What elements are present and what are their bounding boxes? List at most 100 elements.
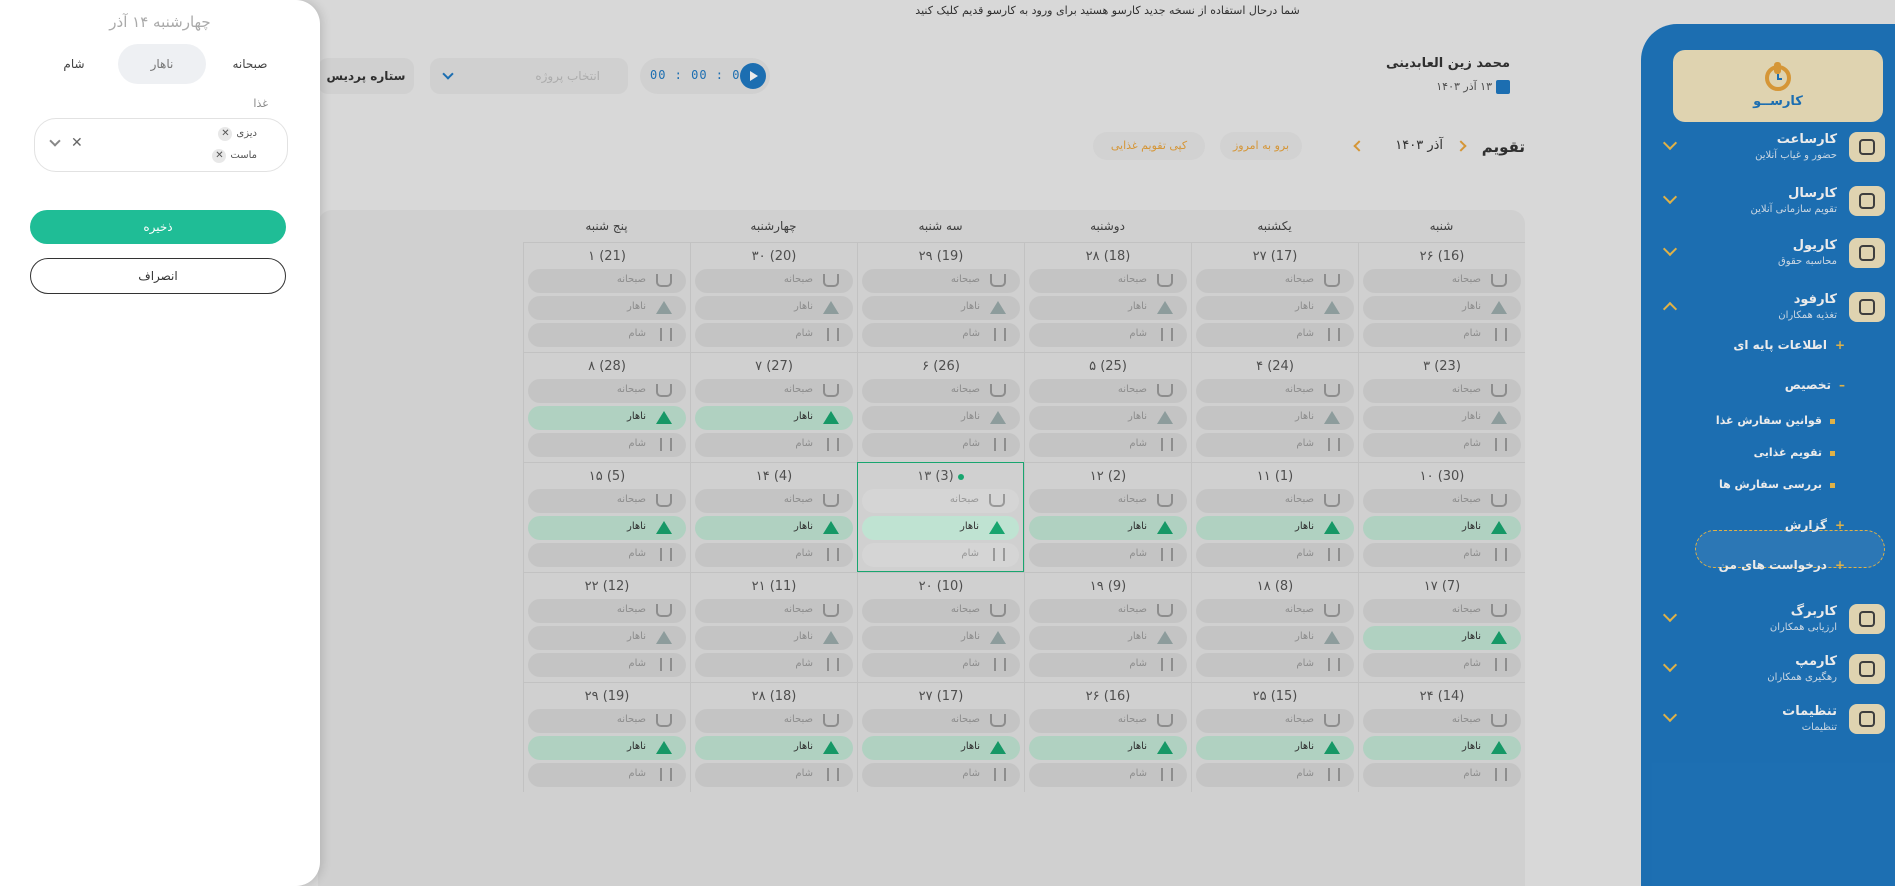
cancel-button[interactable]: انصراف: [30, 258, 286, 294]
calendar-day-cell[interactable]: ۸ (28) صبحانه ناهار شام: [523, 352, 690, 462]
meal-slot[interactable]: ناهار: [1196, 736, 1354, 760]
calendar-day-cell[interactable]: ۱۱ (1) صبحانه ناهار شام: [1191, 462, 1358, 572]
meal-slot[interactable]: شام: [528, 323, 686, 347]
sidebar-item[interactable]: کارسال تقویم سازمانی آنلاین: [1653, 180, 1885, 224]
meal-slot[interactable]: صبحانه: [1029, 709, 1187, 733]
meal-slot[interactable]: ناهار: [528, 296, 686, 320]
company-select[interactable]: ستاره پردیس: [318, 58, 414, 94]
calendar-day-cell[interactable]: ۲۸ (18) صبحانه ناهار شام: [690, 682, 857, 792]
sidebar-item[interactable]: کارفود تغذیه همکاران: [1653, 286, 1885, 330]
meal-slot[interactable]: شام: [1363, 433, 1521, 457]
meal-slot[interactable]: ناهار: [1029, 406, 1187, 430]
meal-slot[interactable]: شام: [1029, 653, 1187, 677]
meal-slot[interactable]: صبحانه: [695, 489, 853, 513]
meal-slot[interactable]: ناهار: [1029, 626, 1187, 650]
chevron-down-icon[interactable]: [1662, 657, 1678, 673]
meal-slot[interactable]: صبحانه: [862, 489, 1019, 513]
meal-slot[interactable]: ناهار: [528, 406, 686, 430]
meal-slot[interactable]: ناهار: [1196, 516, 1354, 540]
meal-slot[interactable]: شام: [1029, 323, 1187, 347]
meal-slot[interactable]: صبحانه: [862, 599, 1020, 623]
meal-slot[interactable]: صبحانه: [528, 599, 686, 623]
meal-slot[interactable]: ناهار: [1196, 296, 1354, 320]
meal-slot[interactable]: صبحانه: [1029, 379, 1187, 403]
meal-slot[interactable]: شام: [1363, 543, 1521, 567]
meal-slot[interactable]: صبحانه: [1029, 269, 1187, 293]
chevron-down-icon[interactable]: [1662, 607, 1678, 623]
meal-slot[interactable]: صبحانه: [695, 379, 853, 403]
meal-slot[interactable]: صبحانه: [1363, 269, 1521, 293]
remove-chip-icon[interactable]: ✕: [218, 127, 233, 141]
food-multiselect[interactable]: دیزی✕ ماست✕ ✕: [34, 118, 288, 172]
meal-slot[interactable]: ناهار: [695, 406, 853, 430]
meal-slot[interactable]: ناهار: [1196, 626, 1354, 650]
sidebar-item[interactable]: کارساعت حضور و غیاب آنلاین: [1653, 126, 1885, 170]
meal-slot[interactable]: شام: [695, 543, 853, 567]
calendar-day-cell[interactable]: ۱۹ (9) صبحانه ناهار شام: [1024, 572, 1191, 682]
calendar-day-cell[interactable]: ۲۷ (17) صبحانه ناهار شام: [857, 682, 1024, 792]
sidebar-item[interactable]: کاربرگ ارزیابی همکاران: [1653, 598, 1885, 642]
meal-slot[interactable]: شام: [528, 433, 686, 457]
meal-slot[interactable]: شام: [1196, 323, 1354, 347]
meal-slot[interactable]: صبحانه: [1363, 489, 1521, 513]
meal-slot[interactable]: ناهار: [1029, 296, 1187, 320]
calendar-day-cell[interactable]: ۱۳ (3) صبحانه ناهار شام: [857, 462, 1024, 572]
calendar-day-cell[interactable]: ۲۲ (12) صبحانه ناهار شام: [523, 572, 690, 682]
meal-slot[interactable]: شام: [1196, 653, 1354, 677]
chevron-down-icon[interactable]: [1662, 241, 1678, 257]
meal-slot[interactable]: شام: [1029, 543, 1187, 567]
meal-slot[interactable]: صبحانه: [528, 379, 686, 403]
logo[interactable]: کارســو: [1673, 50, 1883, 122]
save-button[interactable]: ذخیره: [30, 210, 286, 244]
tab-lunch[interactable]: ناهار: [118, 44, 206, 84]
meal-slot[interactable]: شام: [862, 433, 1020, 457]
meal-slot[interactable]: ناهار: [528, 516, 686, 540]
calendar-day-cell[interactable]: ۳ (23) صبحانه ناهار شام: [1358, 352, 1525, 462]
meal-slot[interactable]: شام: [528, 653, 686, 677]
submenu-item[interactable]: + درخواست های من: [1719, 558, 1845, 572]
meal-slot[interactable]: شام: [1196, 763, 1354, 787]
meal-slot[interactable]: صبحانه: [1196, 379, 1354, 403]
calendar-day-cell[interactable]: ۴ (24) صبحانه ناهار شام: [1191, 352, 1358, 462]
meal-slot[interactable]: صبحانه: [1196, 489, 1354, 513]
calendar-day-cell[interactable]: ۲۵ (15) صبحانه ناهار شام: [1191, 682, 1358, 792]
new-version-banner[interactable]: شما درحال استفاده از نسخه جدید کارسو هست…: [915, 4, 1300, 17]
meal-slot[interactable]: صبحانه: [1363, 599, 1521, 623]
meal-slot[interactable]: ناهار: [1363, 296, 1521, 320]
submenu-item[interactable]: + اطلاعات پایه ای: [1733, 338, 1845, 352]
meal-slot[interactable]: شام: [528, 543, 686, 567]
calendar-day-cell[interactable]: ۳۰ (20) صبحانه ناهار شام: [690, 242, 857, 352]
submenu-link[interactable]: قوانین سفارش غذا: [1716, 414, 1835, 427]
meal-slot[interactable]: شام: [695, 763, 853, 787]
meal-slot[interactable]: ناهار: [862, 736, 1020, 760]
meal-slot[interactable]: شام: [695, 323, 853, 347]
meal-slot[interactable]: شام: [695, 433, 853, 457]
meal-slot[interactable]: ناهار: [1029, 736, 1187, 760]
calendar-day-cell[interactable]: ۲۶ (16) صبحانه ناهار شام: [1358, 242, 1525, 352]
meal-slot[interactable]: شام: [528, 763, 686, 787]
calendar-day-cell[interactable]: ۱۷ (7) صبحانه ناهار شام: [1358, 572, 1525, 682]
calendar-day-cell[interactable]: ۵ (25) صبحانه ناهار شام: [1024, 352, 1191, 462]
meal-slot[interactable]: شام: [1196, 433, 1354, 457]
meal-slot[interactable]: شام: [695, 653, 853, 677]
meal-slot[interactable]: ناهار: [528, 626, 686, 650]
meal-slot[interactable]: ناهار: [695, 516, 853, 540]
meal-slot[interactable]: شام: [862, 763, 1020, 787]
calendar-day-cell[interactable]: ۲۹ (19) صبحانه ناهار شام: [857, 242, 1024, 352]
calendar-day-cell[interactable]: ۷ (27) صبحانه ناهار شام: [690, 352, 857, 462]
meal-slot[interactable]: ناهار: [1363, 626, 1521, 650]
meal-slot[interactable]: صبحانه: [862, 709, 1020, 733]
meal-slot[interactable]: ناهار: [1363, 516, 1521, 540]
sidebar-item[interactable]: تنظیمات تنظیمات: [1653, 698, 1885, 742]
meal-slot[interactable]: صبحانه: [528, 269, 686, 293]
calendar-day-cell[interactable]: ۱۲ (2) صبحانه ناهار شام: [1024, 462, 1191, 572]
calendar-day-cell[interactable]: ۲۹ (19) صبحانه ناهار شام: [523, 682, 690, 792]
play-icon[interactable]: [740, 63, 766, 89]
meal-slot[interactable]: صبحانه: [528, 489, 686, 513]
meal-slot[interactable]: صبحانه: [695, 269, 853, 293]
meal-slot[interactable]: صبحانه: [862, 379, 1020, 403]
chevron-up-icon[interactable]: [1662, 301, 1678, 317]
meal-slot[interactable]: شام: [862, 323, 1020, 347]
meal-slot[interactable]: صبحانه: [1029, 489, 1187, 513]
meal-slot[interactable]: شام: [1196, 543, 1354, 567]
